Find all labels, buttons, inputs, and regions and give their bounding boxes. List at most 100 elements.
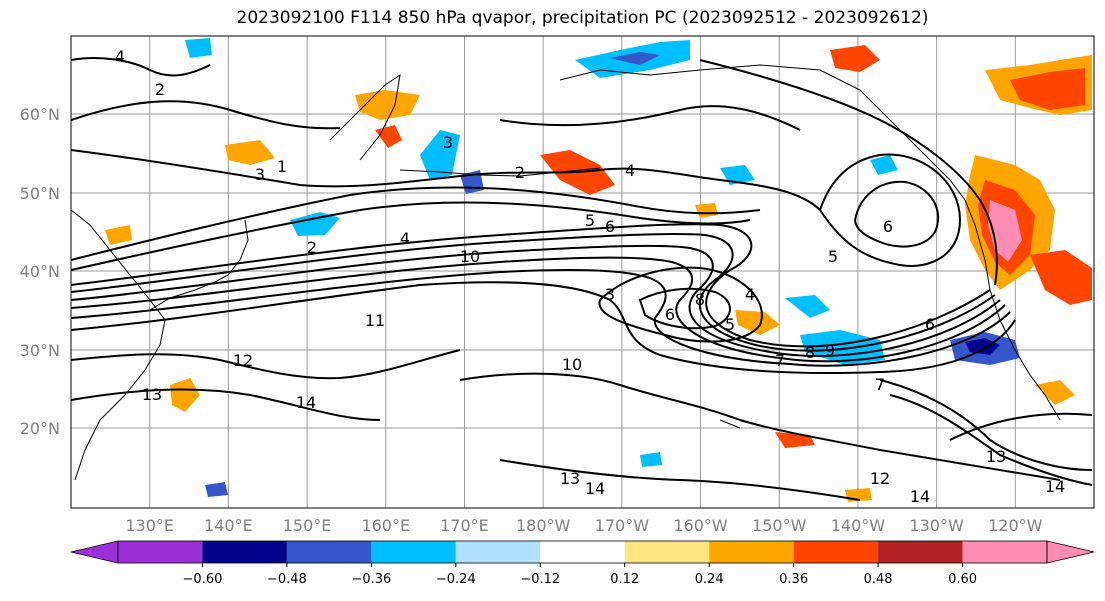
precip-shade-patch [105, 225, 132, 245]
contour-value-label: 2 [307, 238, 317, 257]
contour-value-label: 6 [665, 305, 675, 324]
contour-value-label: 8 [695, 290, 705, 309]
contour-value-label: 1 [277, 157, 287, 176]
colorbar-swatch [962, 541, 1047, 563]
colorbar-tick-label: −0.24 [436, 572, 476, 587]
contour-value-label: 14 [910, 487, 930, 506]
colorbar-swatch [878, 541, 963, 563]
precip-shade-patch [720, 165, 755, 185]
colorbar-swatch [371, 541, 456, 563]
contour-line [71, 232, 996, 352]
contour-value-label: 12 [870, 469, 890, 488]
precip-shade-patch [1010, 68, 1085, 110]
precip-shade-patch [870, 155, 898, 175]
coastline-alaska [559, 64, 931, 161]
contour-line [71, 100, 341, 130]
contour-value-label: 7 [775, 351, 785, 370]
contour-line [889, 394, 1093, 486]
latitude-label: 20°N [20, 419, 60, 438]
contour-line [598, 266, 763, 343]
contour-line [879, 379, 1093, 471]
contour-value-label: 6 [925, 315, 935, 334]
coastline-aleutians [399, 167, 601, 177]
contour-value-label: 5 [828, 247, 838, 266]
longitude-label: 170°W [595, 516, 650, 535]
contour-line [459, 372, 1061, 481]
contour-value-label: 14 [585, 479, 605, 498]
contour-value-label: 2 [515, 163, 525, 182]
precip-shade-patch [225, 140, 275, 165]
colorbar-swatch [202, 541, 287, 563]
precip-shade-patch [695, 203, 718, 218]
colorbar-swatch [118, 541, 203, 563]
contour-line [71, 349, 461, 380]
contour-line [638, 287, 731, 330]
map-plot-area [71, 36, 1094, 508]
contour-line [949, 412, 1093, 441]
latitude-label: 50°N [20, 184, 60, 203]
contour-value-label: 8 [805, 343, 815, 362]
contour-line [71, 201, 751, 271]
colorbar: −0.60 −0.48 −0.36 −0.24 −0.12 0.12 0.24 0.36 0.4… [70, 540, 1095, 587]
contour-value-label: 4 [400, 229, 410, 248]
contour-value-label: 13 [560, 469, 580, 488]
longitude-label: 160°E [361, 516, 410, 535]
colorbar-extend-min [70, 540, 119, 564]
contour-value-label: 4 [625, 161, 635, 180]
map-title: 2023092100 F114 850 hPa qvapor, precipit… [236, 8, 929, 28]
coastlines [71, 64, 1061, 481]
contour-line [71, 269, 1011, 367]
contour-value-label: 3 [255, 165, 265, 184]
precip-shade-patch [290, 212, 340, 236]
longitude-label: 140°E [204, 516, 253, 535]
longitude-label: 120°W [988, 516, 1043, 535]
longitude-labels: 130°E 140°E 150°E 160°E 170°E 180°W 170°W 160°W… [125, 516, 1042, 535]
contour-value-label: 11 [365, 311, 385, 330]
contour-value-label: 7 [875, 375, 885, 394]
coastline-hawaii [719, 419, 741, 429]
colorbar-tick-label: 0.12 [610, 572, 639, 587]
contour-line [499, 459, 861, 501]
contour-line [699, 59, 998, 286]
contour-value-label: 6 [883, 217, 893, 236]
longitude-label: 150°W [752, 516, 807, 535]
colorbar-outline [117, 540, 1048, 564]
colorbar-swatch [709, 541, 794, 563]
contour-value-label: 9 [825, 341, 835, 360]
latitude-labels: 60°N 50°N 40°N 30°N 20°N [20, 105, 60, 438]
precip-shade-patch [170, 378, 200, 412]
precip-shade-patch [1035, 380, 1075, 405]
longitude-label: 160°W [673, 516, 728, 535]
contour-value-label: 4 [115, 47, 125, 66]
longitude-label: 130°E [125, 516, 174, 535]
longitude-label: 130°W [909, 516, 964, 535]
contour-value-label: 14 [296, 393, 316, 412]
precip-shade-patch [355, 90, 420, 120]
contour-value-label: 13 [142, 385, 162, 404]
contour-value-label: 6 [605, 217, 615, 236]
latitude-label: 30°N [20, 341, 60, 360]
precip-shade-patch [830, 45, 880, 72]
contour-line [71, 57, 211, 77]
colorbar-swatch [455, 541, 541, 563]
contour-line [71, 223, 991, 348]
longitude-label: 140°W [831, 516, 886, 535]
contour-value-label: 2 [155, 80, 165, 99]
contour-value-label: 5 [585, 211, 595, 230]
coastline-japan [149, 219, 249, 311]
precip-shade-patch [735, 310, 780, 335]
precip-shade-patch [205, 482, 228, 497]
coastline-kamchatka [329, 73, 401, 161]
latitude-label: 40°N [20, 262, 60, 281]
colorbar-tick-label: −0.12 [520, 572, 560, 587]
precip-shade-patch [965, 338, 1000, 355]
longitude-label: 170°E [440, 516, 489, 535]
contour-line [854, 180, 940, 248]
contour-line [819, 153, 962, 267]
contour-line [71, 256, 1006, 363]
contour-value-label: 10 [562, 355, 582, 374]
colorbar-tick-label: 0.48 [864, 572, 893, 587]
longitude-label: 180°W [516, 516, 571, 535]
